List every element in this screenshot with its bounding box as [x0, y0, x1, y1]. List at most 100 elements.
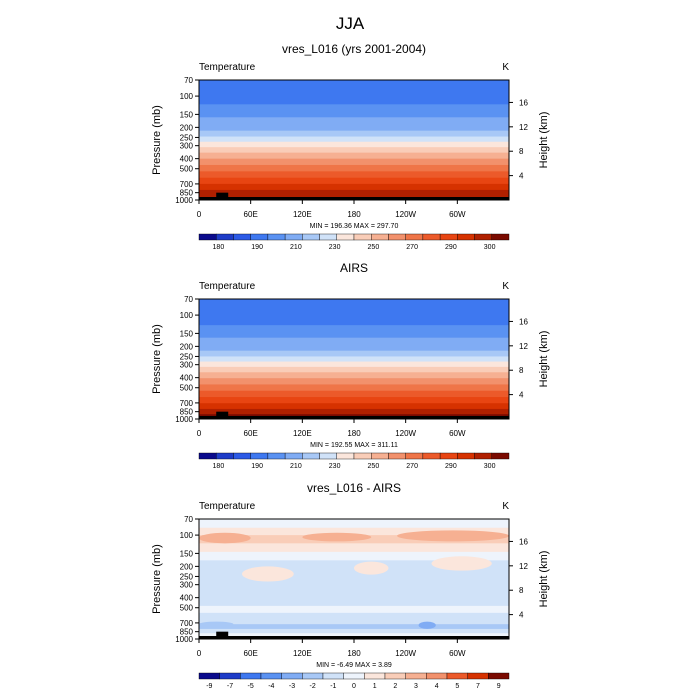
colorbar-label: 300 [484, 463, 496, 470]
minmax-label: MIN = -6.49 MAX = 3.89 [316, 662, 392, 669]
colorbar-label: 7 [476, 683, 480, 690]
contour-band [199, 195, 509, 199]
colorbar-swatch [353, 452, 372, 460]
y-tick-label: 400 [180, 374, 194, 383]
x-tick-label: 180 [347, 429, 361, 438]
x-tick-label: 60E [244, 649, 258, 658]
colorbar-label: 9 [497, 683, 501, 690]
colorbar-swatch [260, 672, 282, 680]
variable-label: Temperature [199, 281, 256, 292]
y-tick-label: 70 [184, 515, 193, 524]
colorbar-swatch [302, 452, 320, 460]
contour-band [199, 527, 509, 536]
height-tick-label: 4 [519, 611, 524, 620]
contour-band [199, 171, 509, 179]
x-tick-label: 60W [449, 210, 466, 219]
contour-band [199, 390, 509, 398]
contour-band [199, 372, 509, 379]
y-tick-label: 850 [180, 628, 194, 637]
contour-feature [242, 566, 294, 582]
colorbar-swatch [336, 452, 355, 460]
colorbar-swatch [284, 452, 303, 460]
colorbar-swatch [388, 452, 406, 460]
height-tick-label: 8 [519, 147, 524, 156]
x-tick-label: 120E [293, 649, 312, 658]
x-tick-label: 120E [293, 210, 312, 219]
y-tick-label: 1000 [175, 415, 193, 424]
x-tick-label: 0 [197, 649, 202, 658]
colorbar-label: 210 [290, 463, 302, 470]
y-tick-label: 500 [180, 165, 194, 174]
height-tick-label: 4 [519, 172, 524, 181]
contour-band [199, 633, 509, 638]
minmax-label: MIN = 196.36 MAX = 297.70 [310, 223, 399, 230]
contour-band [199, 147, 509, 154]
contour-band [199, 123, 509, 132]
height-tick-label: 16 [519, 98, 528, 107]
colorbar-swatch [364, 672, 386, 680]
x-tick-label: 120W [395, 210, 416, 219]
contour-band [199, 605, 509, 614]
colorbar-swatch [250, 233, 269, 241]
colorbar-swatch [491, 452, 510, 460]
contour-band [199, 414, 509, 418]
colorbar-swatch [474, 233, 492, 241]
colorbar-swatch [302, 233, 320, 241]
height-tick-label: 12 [519, 562, 528, 571]
contour-band [199, 299, 509, 311]
contour-band [199, 624, 509, 630]
x-tick-label: 120W [395, 649, 416, 658]
colorbar-label: 5 [455, 683, 459, 690]
colorbar-swatch [216, 452, 234, 460]
colorbar-label: 300 [484, 244, 496, 251]
y-tick-label: 250 [180, 352, 194, 361]
contour-band [199, 98, 509, 105]
colorbar-swatch [422, 452, 441, 460]
ground-mask [216, 411, 229, 419]
colorbar-swatch [233, 233, 251, 241]
colorbar-swatch [371, 452, 389, 460]
y-tick-label: 700 [180, 399, 194, 408]
y-tick-label: 1000 [175, 196, 193, 205]
panel-title: vres_L016 - AIRS [307, 481, 401, 495]
units-label: K [502, 501, 509, 512]
contour-feature [199, 532, 251, 544]
y-tick-label: 200 [180, 123, 194, 132]
contour-band [199, 337, 509, 345]
y-tick-label: 100 [180, 311, 194, 320]
contour-band [199, 597, 509, 607]
colorbar-label: 230 [329, 463, 341, 470]
figure-title: JJA [336, 14, 365, 33]
contour-band [199, 317, 509, 326]
contour-band [199, 104, 509, 112]
colorbar-swatch [319, 452, 337, 460]
colorbar-label: 270 [406, 463, 418, 470]
colorbar-label: 180 [213, 244, 225, 251]
colorbar-swatch [240, 672, 262, 680]
ground-mask [199, 636, 509, 639]
y-tick-label: 200 [180, 342, 194, 351]
height-tick-label: 16 [519, 317, 528, 326]
colorbar-swatch [457, 233, 475, 241]
colorbar-swatch [488, 672, 510, 680]
colorbar-swatch [198, 452, 217, 460]
contour-band [199, 543, 509, 553]
colorbar-label: -9 [206, 683, 212, 690]
colorbar-swatch [491, 233, 510, 241]
colorbar-label: 1 [373, 683, 377, 690]
contour-band [199, 164, 509, 172]
colorbar-swatch [474, 452, 492, 460]
contour-band [199, 618, 509, 625]
height-tick-label: 4 [519, 391, 524, 400]
colorbar-swatch [198, 672, 220, 680]
y-axis-label: Pressure (mb) [151, 544, 163, 614]
y-tick-label: 850 [180, 408, 194, 417]
colorbar-swatch [371, 233, 389, 241]
x-tick-label: 60W [449, 649, 466, 658]
contour-band [199, 80, 509, 92]
y2-axis-label: Height (km) [538, 331, 550, 388]
panel-title: AIRS [340, 261, 368, 275]
height-tick-label: 16 [519, 537, 528, 546]
